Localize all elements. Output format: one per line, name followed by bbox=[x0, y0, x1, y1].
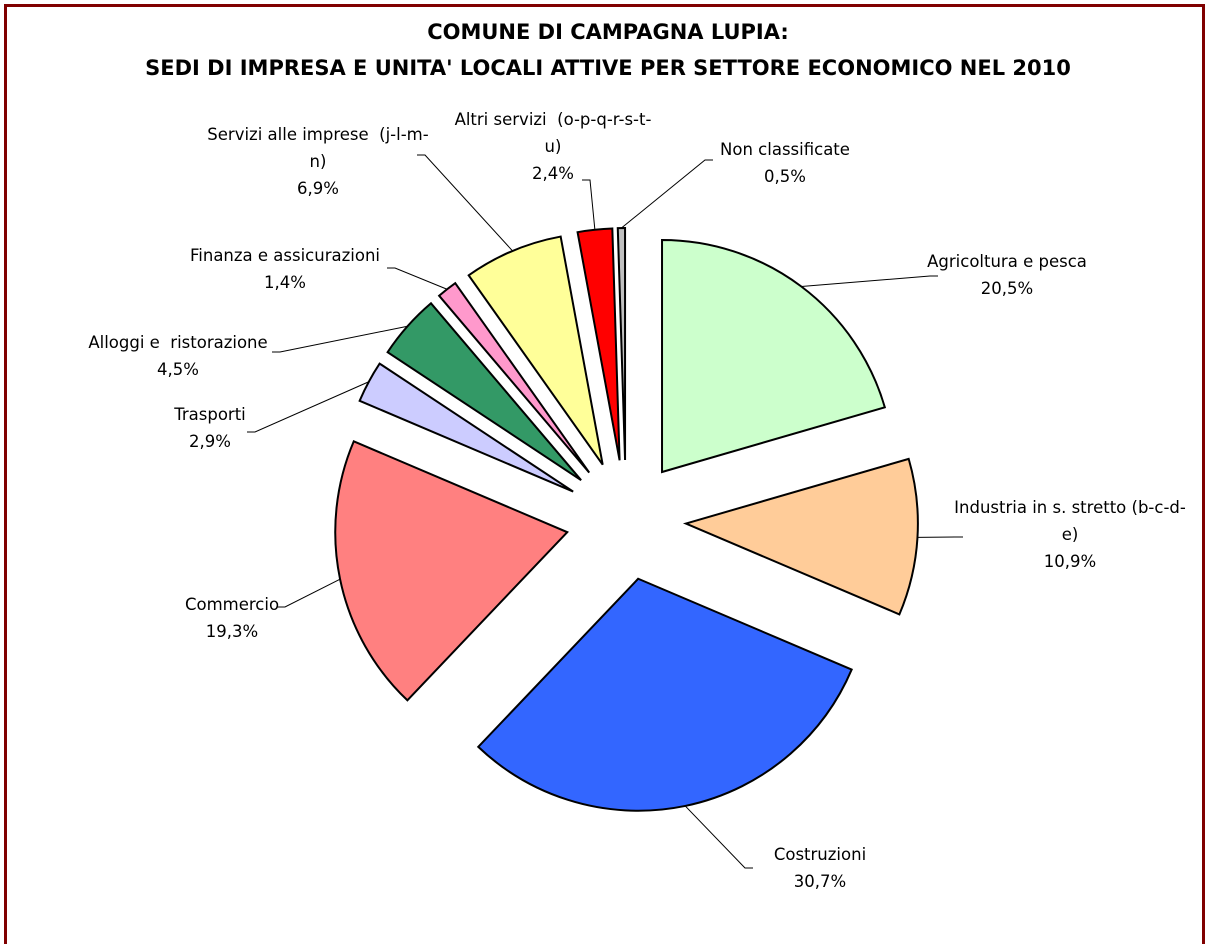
pie-slice bbox=[335, 441, 567, 700]
value-label: 4,5% bbox=[63, 356, 293, 383]
value-label: 19,3% bbox=[162, 618, 302, 645]
value-label: 10,9% bbox=[950, 548, 1190, 575]
pie-slice bbox=[662, 240, 885, 472]
category-label: Costruzioni bbox=[750, 841, 890, 868]
category-label: Commercio bbox=[162, 591, 302, 618]
value-label: 2,9% bbox=[150, 428, 270, 455]
category-label: Non classificate bbox=[695, 136, 875, 163]
leader-line bbox=[582, 180, 595, 230]
value-label: 6,9% bbox=[207, 175, 429, 202]
slice-label: Servizi alle imprese (j-l-m-n)6,9% bbox=[207, 121, 429, 202]
category-label: Industria in s. stretto (b-c-d-e) bbox=[950, 494, 1190, 548]
leader-line bbox=[685, 806, 753, 868]
category-label: Alloggi e ristorazione bbox=[63, 329, 293, 356]
value-label: 1,4% bbox=[165, 269, 405, 296]
slice-label: Industria in s. stretto (b-c-d-e)10,9% bbox=[950, 494, 1190, 575]
value-label: 30,7% bbox=[750, 868, 890, 895]
slice-label: Altri servizi (o-p-q-r-s-t-u)2,4% bbox=[453, 106, 653, 187]
category-label: Finanza e assicurazioni bbox=[165, 242, 405, 269]
value-label: 20,5% bbox=[897, 275, 1117, 302]
category-label: Trasporti bbox=[150, 401, 270, 428]
category-label: Servizi alle imprese (j-l-m-n) bbox=[207, 121, 429, 175]
category-label: Agricoltura e pesca bbox=[897, 248, 1117, 275]
pie-slice bbox=[478, 579, 851, 811]
value-label: 2,4% bbox=[453, 160, 653, 187]
pie-slice bbox=[686, 459, 918, 615]
value-label: 0,5% bbox=[695, 163, 875, 190]
category-label: Altri servizi (o-p-q-r-s-t-u) bbox=[453, 106, 653, 160]
